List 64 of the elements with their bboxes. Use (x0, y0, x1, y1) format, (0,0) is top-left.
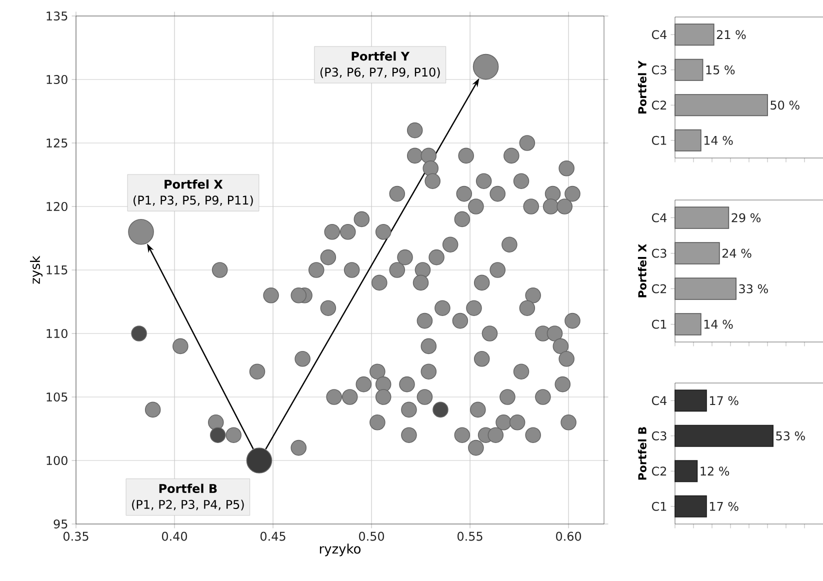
point (210, 427, 226, 443)
y-tick-label: 100 (46, 456, 68, 466)
x-tick-label: 0.50 (359, 532, 384, 541)
point (131, 326, 147, 342)
annotation: (P1, P3, P5, P9, P11) (134, 195, 253, 206)
data-label: 12 % (700, 466, 730, 476)
point (472, 54, 499, 80)
data-label: 24 % (722, 248, 752, 258)
y-tick-label: C3 (652, 248, 666, 258)
y-tick-label: C2 (652, 284, 666, 294)
data-label: 17 % (710, 396, 738, 406)
x-tick-label: 0.55 (458, 532, 482, 541)
y-tick-label: 130 (46, 74, 68, 84)
bar (674, 313, 702, 336)
annotation: Portfel X (164, 179, 223, 189)
y-axis-title: Portfel X (638, 244, 646, 298)
point (246, 448, 272, 474)
x-tick-label: 0.45 (260, 532, 286, 541)
y-axis-title: Portfel B (638, 427, 646, 480)
y-tick-label: 125 (46, 138, 68, 148)
data-label: 21 % (716, 30, 746, 40)
data-label: 15 % (706, 65, 735, 74)
point (432, 402, 448, 418)
x-tick-label: 0.40 (162, 532, 188, 541)
y-tick-label: 135 (46, 11, 68, 21)
bar (674, 24, 714, 46)
y-tick-label: 105 (46, 392, 68, 402)
y-tick-label: C4 (652, 213, 667, 222)
data-label: 29 % (732, 213, 761, 222)
x-axis-title: ryzyko (320, 544, 361, 556)
y-tick-label: 95 (54, 519, 68, 529)
y-tick-label: 115 (46, 266, 68, 274)
data-label: 14 % (704, 136, 733, 145)
y-tick-label: C1 (652, 502, 666, 511)
bar (674, 278, 737, 300)
y-tick-label: C3 (652, 65, 666, 74)
y-tick-label: 110 (46, 328, 68, 338)
annotation: (P3, P6, P7, P9, P10) (320, 67, 440, 78)
annotation: Portfel B (159, 484, 217, 494)
data-label: 53 % (776, 431, 805, 440)
point (128, 219, 154, 245)
y-tick-label: C3 (652, 431, 666, 440)
annotation: Portfel Y (352, 51, 410, 61)
bar (674, 206, 730, 229)
x-tick-label: 0.60 (556, 532, 582, 541)
y-axis-title: zysk (30, 256, 43, 284)
y-tick-label: C4 (652, 396, 667, 406)
y-tick-label: 120 (46, 202, 68, 212)
bar (674, 242, 720, 264)
y-tick-label: C1 (652, 136, 666, 145)
annotation: (P1, P2, P3, P4, P5) (132, 500, 244, 510)
data-label: 50 % (770, 100, 800, 110)
y-tick-label: C4 (652, 30, 667, 40)
y-tick-label: C1 (652, 320, 666, 329)
y-axis-title: Portfel Y (638, 60, 646, 114)
data-label: 33 % (739, 284, 768, 294)
bar (674, 129, 702, 152)
bar (674, 94, 768, 116)
data-label: 14 % (704, 320, 733, 329)
y-tick-label: C2 (652, 100, 666, 110)
x-tick-label: 0.35 (63, 532, 88, 541)
data-label: 17 % (710, 502, 738, 511)
y-tick-label: C2 (652, 466, 666, 476)
bar (674, 58, 704, 81)
